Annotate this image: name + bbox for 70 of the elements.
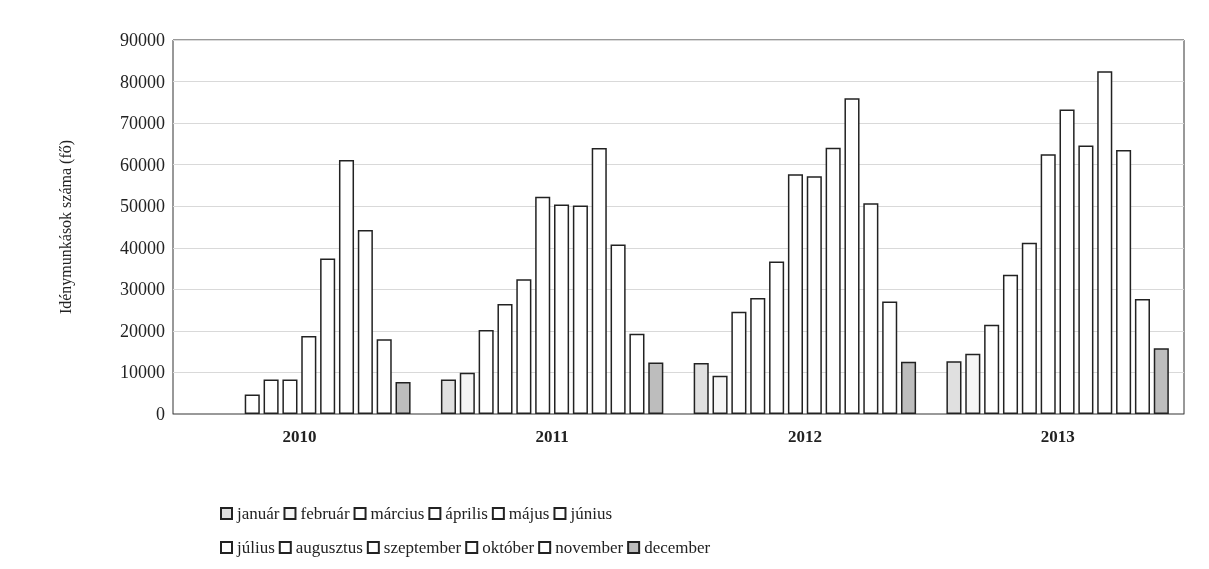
y-tick-label: 30000 [120, 279, 165, 300]
legend-label: május [508, 504, 550, 523]
bar [572, 205, 588, 414]
bar [1097, 71, 1113, 414]
x-tick-label: 2013 [1040, 427, 1075, 446]
bar [1078, 145, 1094, 414]
y-tick-label: 80000 [120, 71, 165, 92]
bar [516, 279, 532, 414]
bar [629, 333, 645, 414]
bar [497, 303, 513, 414]
y-tick-label: 60000 [120, 154, 165, 175]
bar [301, 335, 317, 414]
bar [459, 372, 475, 414]
bar [731, 311, 747, 414]
bar [357, 229, 373, 414]
y-tick-label: 50000 [120, 196, 165, 217]
bar [282, 379, 298, 414]
bar [440, 379, 456, 414]
bar [591, 148, 607, 414]
bar [610, 244, 626, 414]
legend-label: október [482, 538, 535, 557]
bar [1002, 274, 1019, 414]
bar [320, 258, 336, 414]
y-tick-label: 70000 [120, 113, 165, 134]
legend-label: június [569, 504, 613, 523]
legend-label: július [236, 538, 275, 557]
bar [648, 362, 664, 414]
bar [1116, 150, 1132, 414]
bar [769, 261, 785, 414]
bar [263, 379, 279, 414]
legend-label: április [445, 504, 488, 523]
bar [1040, 154, 1056, 414]
bar [901, 361, 917, 414]
y-tick-label: 40000 [120, 237, 165, 258]
legend-label: augusztus [295, 538, 363, 557]
x-tick-label: 2011 [535, 427, 569, 446]
legend-label: november [555, 538, 624, 557]
legend-label: december [644, 538, 711, 557]
bar [376, 339, 392, 414]
bar [535, 196, 551, 414]
bar [1134, 298, 1150, 414]
y-tick-label: 10000 [120, 362, 165, 383]
bar [1059, 109, 1075, 414]
bar [787, 174, 803, 414]
y-axis-title: Idénymunkások száma (fő) [56, 139, 75, 315]
bar [395, 382, 411, 414]
bar [712, 375, 728, 414]
bar [984, 324, 1000, 414]
bar [863, 203, 879, 414]
y-tick-label: 20000 [120, 320, 165, 341]
bar [965, 353, 981, 414]
bar [750, 298, 766, 414]
y-tick-label: 90000 [120, 30, 165, 50]
bar [554, 204, 570, 414]
bar [806, 176, 822, 414]
bar [844, 98, 860, 414]
legend-label: március [370, 504, 425, 523]
legend-label: január [236, 504, 280, 523]
bar [478, 330, 494, 414]
x-tick-label: 2010 [282, 427, 317, 446]
bar [244, 394, 260, 414]
bar [825, 147, 841, 414]
bar [338, 160, 355, 414]
bar [1021, 242, 1037, 414]
legend-label: február [300, 504, 350, 523]
bar [1153, 348, 1169, 414]
x-tick-label: 2012 [787, 427, 822, 446]
y-tick-label: 0 [156, 404, 165, 424]
legend-label: szeptember [383, 538, 462, 557]
bar [882, 301, 898, 414]
